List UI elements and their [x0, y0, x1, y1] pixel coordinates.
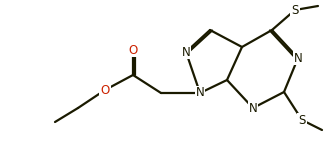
Text: N: N: [249, 102, 257, 115]
Text: O: O: [100, 84, 110, 97]
Text: N: N: [182, 46, 190, 58]
Text: N: N: [195, 86, 204, 100]
Text: O: O: [128, 44, 138, 57]
Text: S: S: [291, 4, 299, 16]
Text: N: N: [294, 51, 302, 64]
Text: S: S: [298, 113, 306, 126]
